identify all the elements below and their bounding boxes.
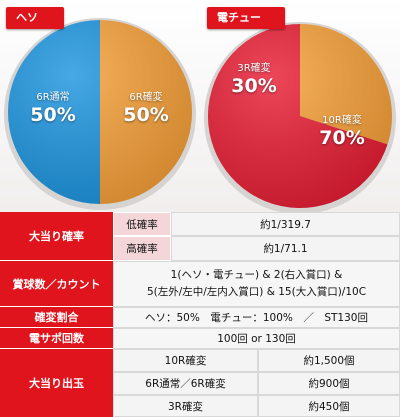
payout-type-3r: 3R確変 [113,395,258,417]
high-prob-value: 約1/71.1 [171,236,400,261]
heso-pie-gloss [8,20,192,204]
denchu-slice-category: 10R確変 [322,115,362,126]
pie-heso [4,18,196,210]
denchu-title: 電チュー [207,7,285,29]
denchu-slice-value: 70% [319,127,365,149]
denchu-slice-value: 30% [231,75,277,97]
payout-amount-6r: 約900個 [258,372,400,395]
heso-title: ヘソ [6,7,64,29]
payout-amount-3r: 約450個 [258,395,400,417]
low-prob-value: 約1/319.7 [171,212,400,236]
densapo-header: 電サポ回数 [0,328,113,349]
pie-charts-svg [4,18,396,212]
heso-slice-category: 6R通常 [36,92,70,103]
spec-table: 大当り確率 低確率 約1/319.7 高確率 約1/71.1 賞球数／カウント … [0,212,400,417]
prize-count-value: 1(ヘソ・電チュー) & 2(右入賞口) & 5(左外/左中/左内入賞口) & … [113,261,400,307]
densapo-value: 100回 or 130回 [113,328,400,349]
kakuhen-rate-value: ヘソ：50% 電チュー：100% ／ ST130回 [113,307,400,328]
prize-count-line-2: 5(左外/左中/左内入賞口) & 15(大入賞口)/10C [146,286,367,298]
prize-count-header: 賞球数／カウント [0,261,113,307]
heso-slice-category: 6R確変 [129,92,163,103]
pie-charts-area: ヘソ 電チュー 6R通常 50% 6R確変 50% 3R確変 30% 10R確変… [0,0,400,212]
payout-type-10r: 10R確変 [113,349,258,372]
payout-type-6r: 6R通常／6R確変 [113,372,258,395]
low-prob-label: 低確率 [113,212,171,236]
prize-count-line-1: 1(ヘソ・電チュー) & 2(右入賞口) & [170,269,343,281]
heso-slice-value: 50% [30,104,76,126]
high-prob-label: 高確率 [113,236,171,261]
denchu-pie-gloss [208,24,392,208]
denchu-slice-label-3r: 3R確変 30% [226,63,282,97]
heso-slice-label-6r-normal: 6R通常 50% [28,92,78,126]
denchu-slice-label-10r: 10R確変 70% [310,115,374,149]
kakuhen-rate-header: 確変割合 [0,307,113,328]
payout-header: 大当り出玉 [0,349,113,417]
heso-slice-value: 50% [123,104,169,126]
payout-amount-10r: 約1,500個 [258,349,400,372]
heso-slice-label-6r-kakuhen: 6R確変 50% [118,92,174,126]
jackpot-prob-header: 大当り確率 [0,212,113,261]
denchu-slice-category: 3R確変 [237,63,271,74]
pie-denchu [204,22,396,212]
